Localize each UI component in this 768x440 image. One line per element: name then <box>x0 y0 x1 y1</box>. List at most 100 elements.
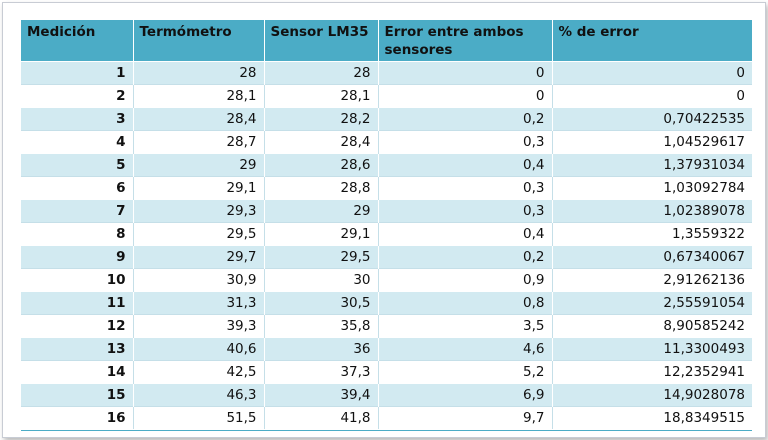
table-row: 2 28,1 28,1 0 0 <box>21 84 752 108</box>
termometro-cell: 28,4 <box>133 107 265 131</box>
sensor-cell: 28,2 <box>264 107 379 131</box>
table-row: 7 29,3 29 0,3 1,02389078 <box>21 199 752 223</box>
termometro-cell: 31,3 <box>133 291 265 315</box>
error-cell: 6,9 <box>378 383 553 407</box>
sensor-cell: 41,8 <box>264 406 379 429</box>
termometro-cell: 39,3 <box>133 314 265 338</box>
table-row: 10 30,9 30 0,9 2,91262136 <box>21 268 752 292</box>
error-cell: 0 <box>378 84 553 108</box>
medicion-cell: 14 <box>21 360 134 384</box>
medicion-cell: 13 <box>21 337 134 361</box>
table-row: 11 31,3 30,5 0,8 2,55591054 <box>21 291 752 315</box>
percent-error-cell: 1,03092784 <box>552 176 752 200</box>
error-cell: 3,5 <box>378 314 553 338</box>
error-cell: 0 <box>378 61 553 85</box>
percent-error-cell: 1,04529617 <box>552 130 752 154</box>
error-cell: 0,3 <box>378 199 553 223</box>
table-row: 9 29,7 29,5 0,2 0,67340067 <box>21 245 752 269</box>
error-cell: 9,7 <box>378 406 553 429</box>
termometro-cell: 29 <box>133 153 265 177</box>
medicion-cell: 10 <box>21 268 134 292</box>
sensor-cell: 29,5 <box>264 245 379 269</box>
termometro-cell: 29,1 <box>133 176 265 200</box>
measurements-table: Medición Termómetro Sensor LM35 Error en… <box>21 20 752 429</box>
sensor-cell: 28 <box>264 61 379 85</box>
medicion-cell: 6 <box>21 176 134 200</box>
error-cell: 0,8 <box>378 291 553 315</box>
error-cell: 0,4 <box>378 153 553 177</box>
percent-error-cell: 11,3300493 <box>552 337 752 361</box>
table-row: 12 39,3 35,8 3,5 8,90585242 <box>21 314 752 338</box>
sensor-cell: 37,3 <box>264 360 379 384</box>
header-sensor-lm35: Sensor LM35 <box>264 20 379 62</box>
sensor-cell: 36 <box>264 337 379 361</box>
termometro-cell: 42,5 <box>133 360 265 384</box>
error-cell: 0,2 <box>378 245 553 269</box>
sensor-cell: 39,4 <box>264 383 379 407</box>
percent-error-cell: 0 <box>552 61 752 85</box>
error-cell: 0,2 <box>378 107 553 131</box>
error-cell: 0,9 <box>378 268 553 292</box>
termometro-cell: 30,9 <box>133 268 265 292</box>
sensor-cell: 29 <box>264 199 379 223</box>
termometro-cell: 40,6 <box>133 337 265 361</box>
table-row: 5 29 28,6 0,4 1,37931034 <box>21 153 752 177</box>
medicion-cell: 7 <box>21 199 134 223</box>
table-row: 3 28,4 28,2 0,2 0,70422535 <box>21 107 752 131</box>
table-row: 16 51,5 41,8 9,7 18,8349515 <box>21 406 752 429</box>
table-body: 1 28 28 0 0 2 28,1 28,1 0 0 3 28,4 28,2 0,2 0,70422535… <box>21 61 752 429</box>
error-cell: 5,2 <box>378 360 553 384</box>
error-cell: 0,3 <box>378 176 553 200</box>
sensor-cell: 28,1 <box>264 84 379 108</box>
sensor-cell: 30 <box>264 268 379 292</box>
percent-error-cell: 18,8349515 <box>552 406 752 429</box>
percent-error-cell: 12,2352941 <box>552 360 752 384</box>
percent-error-cell: 2,55591054 <box>552 291 752 315</box>
termometro-cell: 29,5 <box>133 222 265 246</box>
percent-error-cell: 0 <box>552 84 752 108</box>
percent-error-cell: 8,90585242 <box>552 314 752 338</box>
termometro-cell: 28,7 <box>133 130 265 154</box>
percent-error-cell: 1,3559322 <box>552 222 752 246</box>
medicion-cell: 11 <box>21 291 134 315</box>
header-termometro: Termómetro <box>133 20 265 62</box>
medicion-cell: 12 <box>21 314 134 338</box>
table-row: 13 40,6 36 4,6 11,3300493 <box>21 337 752 361</box>
termometro-cell: 29,7 <box>133 245 265 269</box>
table-bottom-border <box>21 430 752 431</box>
termometro-cell: 29,3 <box>133 199 265 223</box>
sensor-cell: 28,6 <box>264 153 379 177</box>
table-row: 1 28 28 0 0 <box>21 61 752 85</box>
sensor-cell: 30,5 <box>264 291 379 315</box>
termometro-cell: 51,5 <box>133 406 265 429</box>
percent-error-cell: 14,9028078 <box>552 383 752 407</box>
medicion-cell: 5 <box>21 153 134 177</box>
error-cell: 0,4 <box>378 222 553 246</box>
error-cell: 0,3 <box>378 130 553 154</box>
sensor-cell: 29,1 <box>264 222 379 246</box>
table-row: 15 46,3 39,4 6,9 14,9028078 <box>21 383 752 407</box>
medicion-cell: 15 <box>21 383 134 407</box>
medicion-cell: 4 <box>21 130 134 154</box>
termometro-cell: 46,3 <box>133 383 265 407</box>
medicion-cell: 1 <box>21 61 134 85</box>
sensor-cell: 35,8 <box>264 314 379 338</box>
termometro-cell: 28,1 <box>133 84 265 108</box>
medicion-cell: 3 <box>21 107 134 131</box>
medicion-cell: 9 <box>21 245 134 269</box>
sensor-cell: 28,4 <box>264 130 379 154</box>
percent-error-cell: 1,37931034 <box>552 153 752 177</box>
medicion-cell: 8 <box>21 222 134 246</box>
medicion-cell: 16 <box>21 406 134 429</box>
percent-error-cell: 0,67340067 <box>552 245 752 269</box>
header-error-entre-sensores: Error entre ambos sensores <box>378 20 553 62</box>
percent-error-cell: 1,02389078 <box>552 199 752 223</box>
table-row: 8 29,5 29,1 0,4 1,3559322 <box>21 222 752 246</box>
table-row: 14 42,5 37,3 5,2 12,2352941 <box>21 360 752 384</box>
sensor-cell: 28,8 <box>264 176 379 200</box>
header-medicion: Medición <box>21 20 134 62</box>
medicion-cell: 2 <box>21 84 134 108</box>
table-row: 6 29,1 28,8 0,3 1,03092784 <box>21 176 752 200</box>
header-porcentaje-error: % de error <box>552 20 752 62</box>
